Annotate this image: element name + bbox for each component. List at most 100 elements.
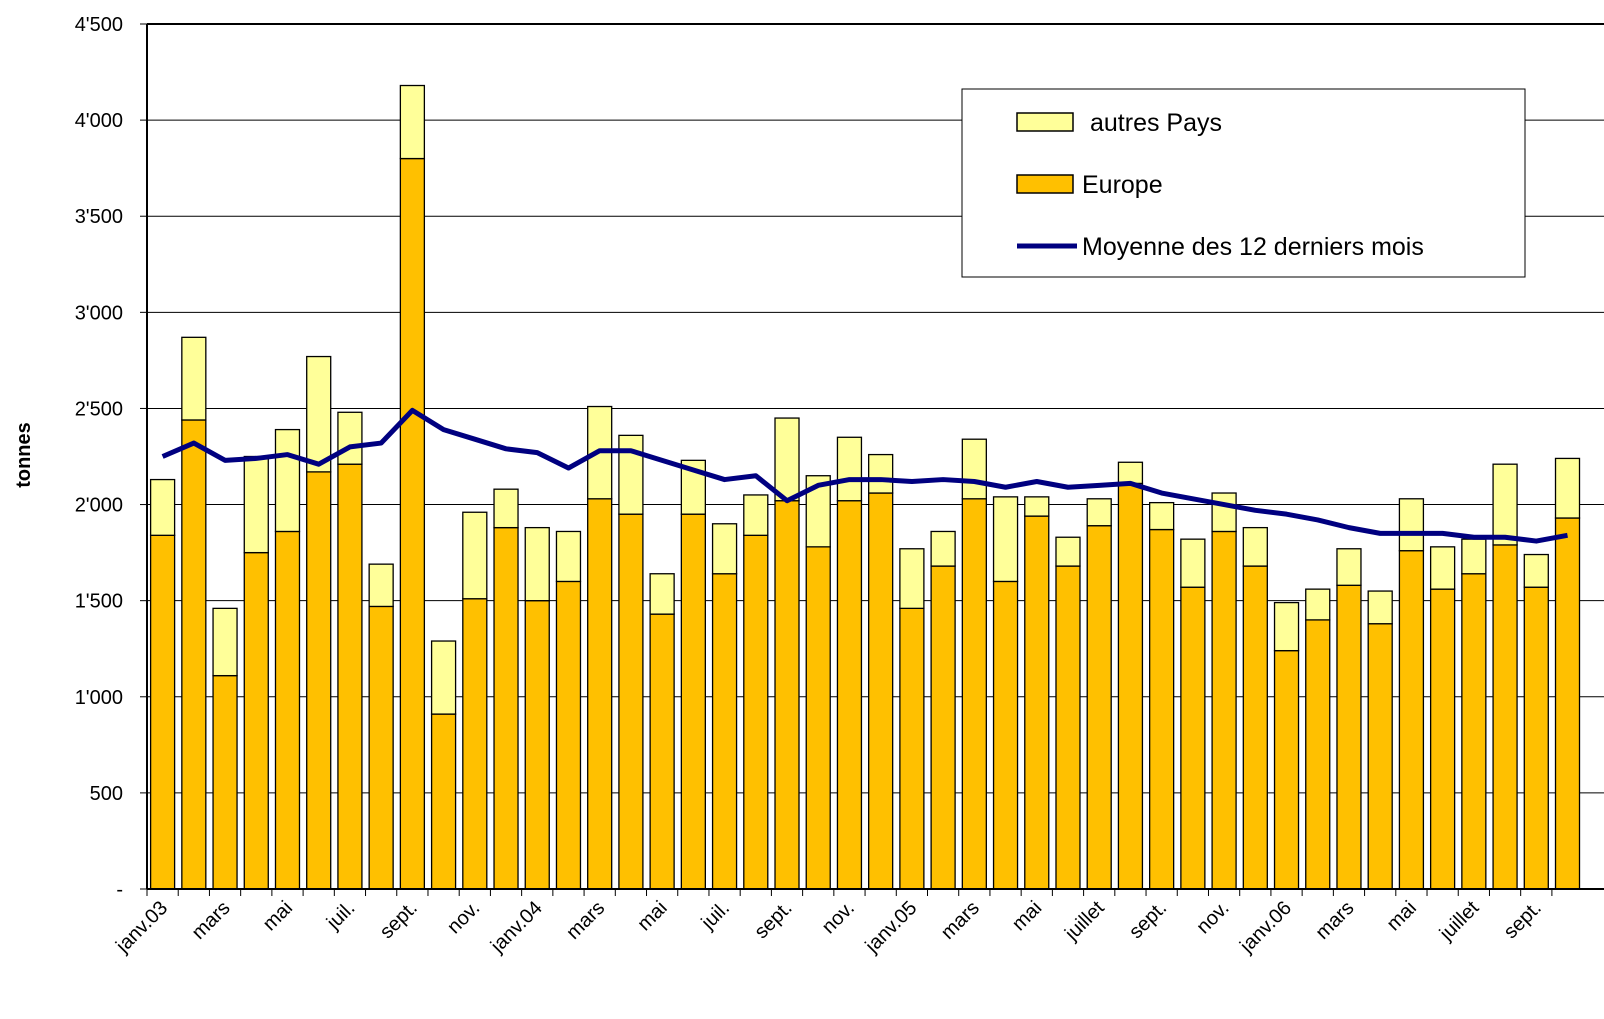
x-tick-label: mai xyxy=(1383,897,1421,935)
x-tick-label: janv.06 xyxy=(1235,897,1296,958)
bar xyxy=(1180,586,1206,890)
x-tick-label: sept. xyxy=(1500,897,1546,943)
bar xyxy=(462,511,488,600)
bar xyxy=(1429,546,1456,590)
bar xyxy=(1273,601,1300,652)
y-tick-label: 2'000 xyxy=(75,495,123,517)
bar xyxy=(711,523,738,575)
bar xyxy=(243,455,269,554)
bar xyxy=(1180,538,1206,588)
x-tick-label: nov. xyxy=(443,897,484,938)
x-tick-label: mars xyxy=(937,897,984,944)
bar xyxy=(337,463,363,890)
x-tick-label: janv.04 xyxy=(486,897,547,958)
bar xyxy=(1211,492,1237,533)
y-tick-label: 4'500 xyxy=(75,14,123,36)
bar xyxy=(555,530,582,583)
bar xyxy=(368,563,394,608)
bar xyxy=(1055,536,1081,567)
x-tick-label: mars xyxy=(562,897,609,944)
bar xyxy=(868,453,894,494)
bar xyxy=(1242,526,1268,567)
bar xyxy=(243,551,269,890)
bar xyxy=(649,613,675,890)
bar xyxy=(1429,588,1456,890)
bar xyxy=(1024,496,1050,517)
x-tick-label: janv.05 xyxy=(861,897,922,958)
y-tick-label: 500 xyxy=(90,783,123,805)
bar xyxy=(805,546,831,890)
bar xyxy=(1492,544,1518,890)
x-tick-label: nov. xyxy=(818,897,859,938)
bar xyxy=(1367,590,1393,625)
y-tick-label: 1'500 xyxy=(75,591,123,613)
bar xyxy=(930,565,956,890)
x-tick-label: mai xyxy=(259,897,297,935)
bar xyxy=(868,492,894,890)
legend-swatch xyxy=(1016,112,1074,132)
bar xyxy=(680,513,706,890)
bar xyxy=(774,417,800,502)
bar xyxy=(555,580,582,890)
bar xyxy=(1554,457,1581,519)
bar xyxy=(493,488,519,529)
bar xyxy=(274,530,301,890)
bar xyxy=(149,534,176,890)
bar xyxy=(1149,528,1175,890)
bar xyxy=(1336,548,1362,586)
bar xyxy=(1024,515,1050,890)
bar xyxy=(992,580,1019,890)
bar xyxy=(1273,649,1300,890)
x-tick-label: janv.03 xyxy=(111,897,172,958)
bar xyxy=(1554,517,1581,890)
bar xyxy=(181,419,207,890)
bar xyxy=(618,513,644,890)
bar xyxy=(649,573,675,615)
x-tick-label: juil. xyxy=(322,897,359,934)
bar xyxy=(212,674,238,890)
bar xyxy=(430,640,457,715)
bar xyxy=(1086,498,1112,527)
x-tick-label: sept. xyxy=(1125,897,1171,943)
y-tick-label: 3'000 xyxy=(75,302,123,324)
bar xyxy=(1398,498,1425,552)
x-tick-label: juil. xyxy=(697,897,734,934)
y-tick-label: 3'500 xyxy=(75,206,123,228)
bar xyxy=(1086,525,1112,890)
y-tick-label: 1'000 xyxy=(75,687,123,709)
bar xyxy=(1398,550,1425,890)
legend-label: Moyenne des 12 derniers mois xyxy=(1082,233,1424,261)
bar xyxy=(1461,538,1487,575)
bar xyxy=(743,494,769,536)
x-tick-label: sept. xyxy=(376,897,422,943)
bar xyxy=(524,600,550,890)
bar xyxy=(1336,584,1362,890)
bar xyxy=(212,607,238,677)
bar xyxy=(618,434,644,515)
bar xyxy=(774,500,800,890)
y-tick-label: 4'000 xyxy=(75,110,123,132)
bar xyxy=(306,471,332,890)
bar xyxy=(368,605,394,890)
bar xyxy=(337,411,363,465)
bar xyxy=(149,478,176,536)
bar xyxy=(899,548,925,610)
bar xyxy=(1523,553,1549,588)
bar xyxy=(930,530,956,567)
bar xyxy=(1492,463,1518,546)
bar xyxy=(430,713,457,890)
bar xyxy=(1242,565,1268,890)
x-tick-label: mars xyxy=(188,897,235,944)
bar xyxy=(1117,482,1144,890)
bar xyxy=(462,598,488,890)
legend-label: autres Pays xyxy=(1090,109,1222,137)
y-tick-label: - xyxy=(116,879,123,901)
bar xyxy=(1305,619,1331,890)
bar xyxy=(399,84,426,160)
bar xyxy=(836,500,863,890)
bar xyxy=(743,534,769,890)
bar xyxy=(181,336,207,421)
bar xyxy=(493,526,519,890)
bar xyxy=(992,496,1019,583)
